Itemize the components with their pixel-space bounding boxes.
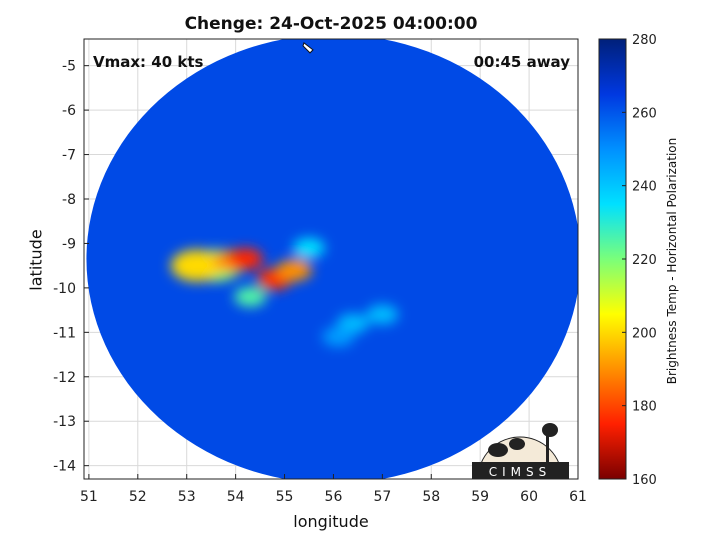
colorbar-tick-label: 220 <box>632 253 657 268</box>
vmax-annotation: Vmax: 40 kts <box>93 53 204 71</box>
y-tick-label: -7 <box>62 148 76 164</box>
colorbar-tick-label: 240 <box>632 180 657 195</box>
y-tick-label: -8 <box>62 192 76 208</box>
colorbar-tick-label: 260 <box>632 106 657 121</box>
x-tick-label: 61 <box>569 489 587 505</box>
x-tick-label: 55 <box>276 489 294 505</box>
y-tick-label: -5 <box>62 59 76 75</box>
y-tick-label: -10 <box>53 281 76 297</box>
time-away-annotation: 00:45 away <box>473 53 570 71</box>
x-tick-label: 52 <box>129 489 147 505</box>
swath-group <box>86 39 578 479</box>
brightness-feature <box>234 286 267 307</box>
y-tick-label: -14 <box>53 459 76 475</box>
cimss-logo: CIMSS <box>472 423 569 480</box>
features-group <box>170 237 399 347</box>
colorbar <box>598 38 627 480</box>
brightness-feature <box>170 249 223 282</box>
y-tick-label: -13 <box>53 414 76 430</box>
y-tick-label: -12 <box>53 370 76 386</box>
x-axis-label: longitude <box>293 512 369 531</box>
plot-frame <box>83 38 579 480</box>
y-tick-label: -6 <box>62 103 76 119</box>
colorbar-tick-label: 200 <box>632 326 657 341</box>
x-tick-label: 57 <box>373 489 391 505</box>
y-axis-label: latitude <box>26 229 46 291</box>
logo-tower-tank <box>542 423 558 437</box>
chart-title: Chenge: 24-Oct-2025 04:00:00 <box>184 14 478 34</box>
logo-tower-leg <box>546 436 549 464</box>
brightness-feature <box>292 237 325 258</box>
x-tick-label: 59 <box>471 489 489 505</box>
y-tick-label: -11 <box>53 325 76 341</box>
colorbar-tick-label: 160 <box>632 473 657 488</box>
x-tick-label: 53 <box>178 489 196 505</box>
logo-text: CIMSS <box>489 465 552 479</box>
colorbar-label: Brightness Temp - Horizontal Polarizatio… <box>665 137 679 385</box>
logo-dish-1 <box>488 443 508 457</box>
x-tick-label: 60 <box>520 489 538 505</box>
logo-banner <box>472 462 569 479</box>
brightness-feature <box>366 304 399 325</box>
x-tick-label: 56 <box>325 489 343 505</box>
x-tick-label: 58 <box>422 489 440 505</box>
x-tick-label: 54 <box>227 489 245 505</box>
brightness-feature <box>227 248 264 270</box>
brightness-feature <box>276 259 312 282</box>
colorbar-tick-label: 280 <box>632 33 657 48</box>
storm-center-marker <box>302 42 314 54</box>
logo-dish-2 <box>509 438 525 450</box>
y-tick-label: -9 <box>62 236 76 252</box>
swath-disc <box>86 39 578 479</box>
x-tick-label: 51 <box>80 489 98 505</box>
brightness-feature <box>322 326 355 347</box>
colorbar-tick-label: 180 <box>632 400 657 415</box>
